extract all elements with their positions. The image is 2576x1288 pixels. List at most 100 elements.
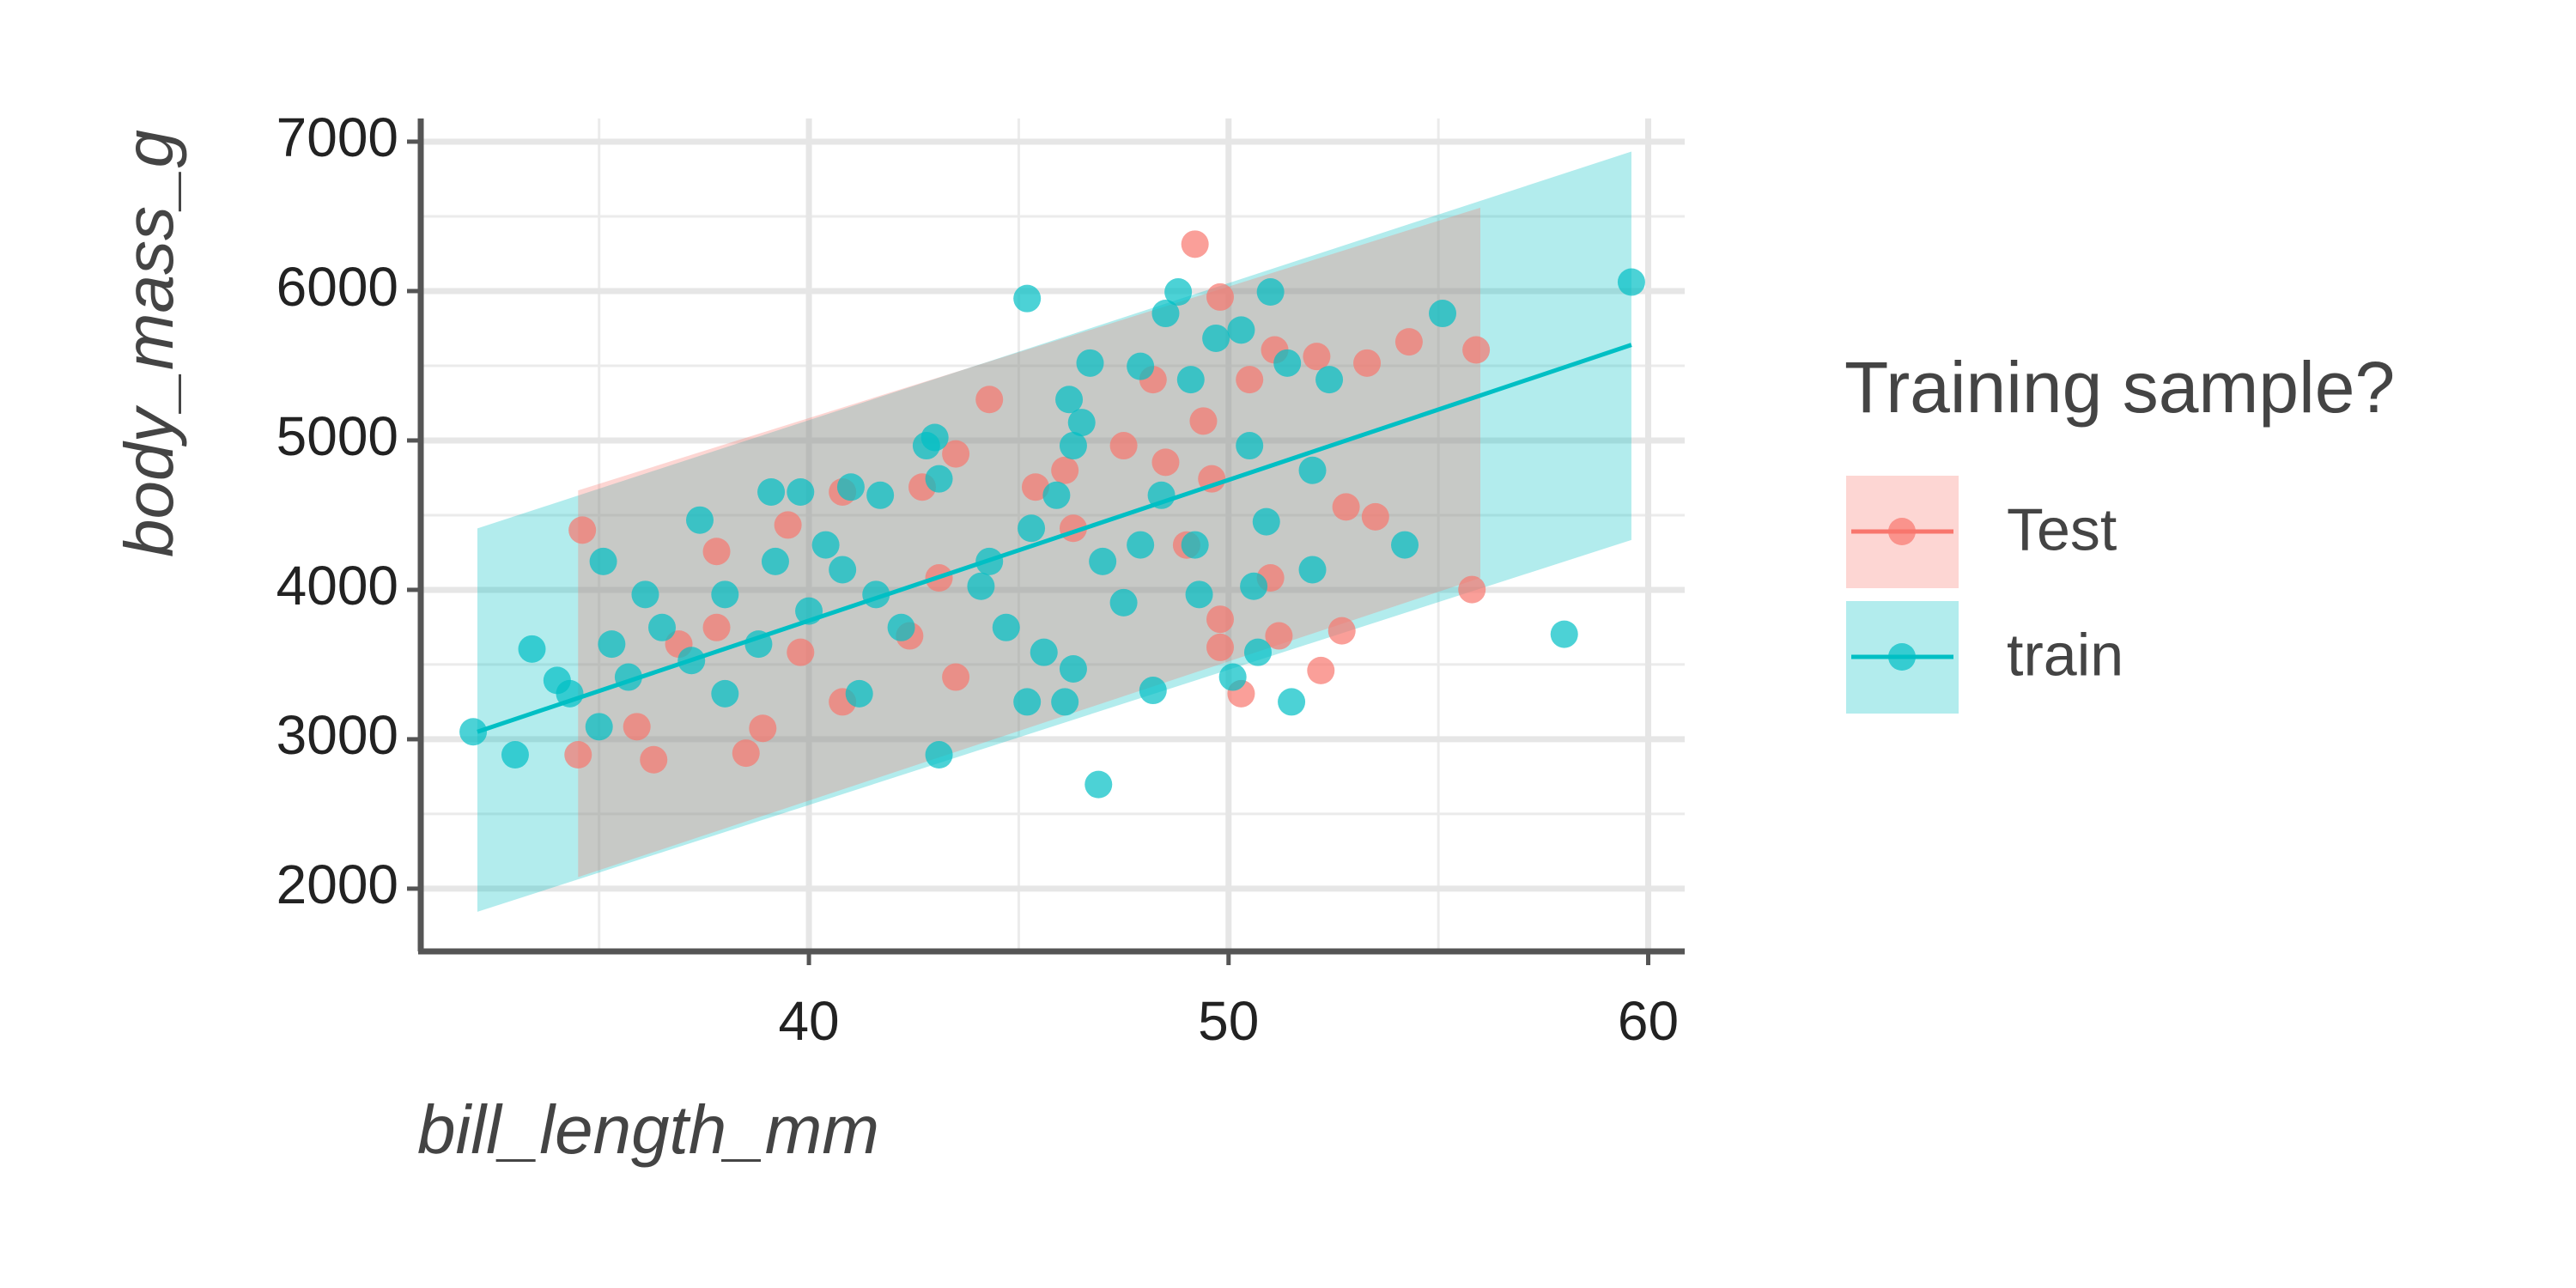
legend-label: train	[2007, 621, 2123, 688]
point	[757, 477, 786, 506]
point	[749, 714, 777, 743]
point	[787, 638, 815, 666]
point	[518, 635, 546, 663]
point	[1181, 230, 1209, 258]
point	[1394, 328, 1423, 356]
legend-point	[1888, 643, 1916, 671]
point	[1252, 507, 1280, 536]
point	[1109, 432, 1138, 460]
point	[787, 477, 815, 506]
point	[1030, 638, 1058, 666]
point	[1278, 688, 1306, 716]
point	[925, 741, 953, 769]
point	[585, 713, 613, 741]
point	[1206, 283, 1234, 311]
point	[866, 481, 895, 509]
point	[774, 511, 802, 539]
point	[640, 745, 668, 774]
point	[1298, 556, 1327, 584]
legend-title: Training sample?	[1844, 347, 2395, 428]
point	[631, 580, 659, 609]
point	[942, 663, 970, 691]
y-axis-title: body_mass_g	[111, 130, 187, 557]
point	[1243, 638, 1272, 666]
point	[1315, 366, 1344, 394]
point	[1236, 432, 1264, 460]
point	[829, 556, 857, 584]
point	[589, 547, 617, 575]
point	[568, 516, 597, 544]
y-tick-label: 4000	[276, 555, 398, 617]
point	[1059, 654, 1087, 683]
point	[1018, 514, 1046, 543]
point	[1236, 366, 1264, 394]
point	[920, 423, 949, 452]
point	[1462, 336, 1491, 364]
y-tick-label: 6000	[276, 256, 398, 318]
x-tick-label: 40	[778, 990, 839, 1052]
point	[1353, 349, 1382, 377]
legend-label: Test	[2007, 495, 2117, 562]
point	[1307, 656, 1335, 684]
point	[564, 741, 592, 769]
point	[702, 538, 731, 566]
x-axis-title: bill_length_mm	[417, 1091, 879, 1168]
point	[845, 679, 873, 708]
point	[1189, 407, 1218, 435]
point	[1067, 409, 1096, 437]
point	[1089, 547, 1117, 575]
point	[1273, 349, 1302, 377]
point	[732, 739, 760, 768]
x-tick-label: 50	[1198, 990, 1259, 1052]
point	[1076, 349, 1104, 377]
point	[501, 741, 529, 769]
y-tick-label: 7000	[276, 106, 398, 168]
point	[1206, 633, 1234, 661]
point	[992, 613, 1020, 641]
point	[1391, 531, 1419, 559]
point	[1458, 575, 1486, 604]
point	[1059, 432, 1087, 460]
point	[967, 572, 995, 600]
point	[1151, 300, 1180, 328]
point	[1550, 620, 1578, 648]
point	[1013, 284, 1042, 313]
point	[1013, 688, 1042, 716]
y-tick-label: 2000	[276, 854, 398, 915]
point	[1218, 663, 1247, 691]
point	[1051, 456, 1079, 484]
point	[685, 506, 714, 534]
point	[1164, 278, 1193, 307]
legend-point	[1888, 518, 1916, 545]
point	[1202, 324, 1230, 352]
point	[1327, 617, 1356, 645]
point	[761, 547, 789, 575]
point	[811, 531, 840, 559]
point	[1206, 605, 1234, 634]
point	[1303, 343, 1331, 371]
point	[1240, 572, 1268, 600]
point	[1227, 316, 1255, 344]
x-tick-label: 60	[1618, 990, 1679, 1052]
point	[1429, 300, 1457, 328]
point	[702, 613, 731, 641]
point	[1109, 588, 1138, 617]
y-tick-label: 5000	[276, 405, 398, 467]
point	[1051, 688, 1079, 716]
point	[711, 679, 739, 708]
point	[1265, 622, 1293, 650]
point	[1256, 278, 1285, 307]
point	[942, 440, 970, 468]
point	[1176, 366, 1205, 394]
point	[887, 613, 915, 641]
point	[1298, 456, 1327, 484]
point	[1127, 531, 1155, 559]
point	[1151, 448, 1180, 477]
point	[1139, 677, 1167, 705]
point	[1617, 268, 1645, 296]
point	[836, 473, 865, 501]
point	[1084, 770, 1113, 799]
point	[598, 630, 626, 659]
point	[1332, 493, 1360, 521]
